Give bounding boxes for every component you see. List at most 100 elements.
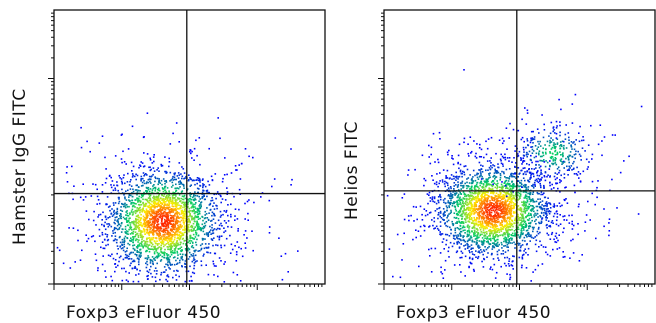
data-point: [152, 248, 155, 251]
data-point: [147, 220, 150, 222]
data-point: [513, 255, 515, 258]
data-point: [118, 256, 121, 259]
data-point: [447, 219, 450, 222]
data-point: [162, 271, 165, 273]
data-point: [513, 222, 515, 224]
data-point: [450, 202, 452, 204]
data-point: [165, 215, 167, 218]
data-point: [527, 214, 529, 217]
data-point: [577, 205, 580, 208]
data-point: [530, 175, 532, 177]
data-point: [480, 201, 483, 203]
data-point: [190, 240, 193, 242]
data-point: [212, 263, 215, 265]
data-point: [158, 230, 160, 232]
data-point: [146, 243, 148, 246]
data-point: [549, 176, 551, 178]
data-point: [465, 203, 467, 205]
data-point: [172, 208, 174, 210]
data-point: [469, 239, 471, 241]
data-point: [512, 194, 514, 197]
data-point: [492, 245, 495, 248]
data-point: [181, 212, 184, 215]
data-point: [492, 215, 494, 218]
data-point: [452, 175, 455, 178]
data-point: [453, 212, 456, 214]
data-point: [188, 179, 190, 181]
data-point: [170, 243, 172, 246]
data-point: [538, 226, 540, 229]
data-point: [481, 223, 484, 225]
data-point: [481, 202, 484, 204]
data-point: [118, 198, 120, 200]
data-point: [177, 172, 180, 174]
data-point: [486, 160, 489, 162]
data-point: [166, 213, 168, 215]
data-point: [524, 107, 526, 109]
data-point: [103, 238, 106, 241]
data-point: [529, 192, 532, 194]
data-point: [469, 237, 472, 239]
data-point: [169, 268, 171, 270]
data-point: [183, 194, 186, 197]
data-point: [175, 279, 178, 281]
data-point: [503, 195, 505, 197]
data-point: [522, 177, 525, 179]
data-point: [169, 263, 172, 265]
data-point: [459, 182, 462, 184]
data-point: [447, 187, 450, 189]
data-point: [158, 178, 160, 180]
data-point: [189, 149, 192, 151]
data-point: [166, 229, 169, 232]
data-point: [566, 169, 569, 171]
data-point: [194, 216, 196, 218]
data-point: [191, 210, 193, 212]
data-point: [176, 233, 178, 235]
data-point: [494, 226, 496, 229]
data-point: [520, 183, 523, 186]
data-point: [281, 278, 284, 281]
data-point: [466, 214, 468, 216]
data-point: [451, 178, 453, 180]
data-point: [533, 181, 536, 184]
data-point: [537, 232, 540, 235]
data-point: [173, 270, 175, 272]
data-point: [110, 275, 112, 278]
data-point: [469, 209, 472, 212]
data-point: [428, 156, 430, 158]
data-point: [176, 230, 179, 233]
data-point: [456, 227, 459, 229]
data-point: [124, 202, 126, 205]
data-point: [166, 203, 169, 206]
data-point: [124, 251, 127, 253]
data-point: [515, 228, 517, 231]
data-point: [468, 201, 471, 204]
data-point: [490, 218, 492, 220]
data-point: [200, 247, 203, 250]
data-point: [130, 222, 132, 224]
data-point: [491, 242, 494, 244]
data-point: [135, 234, 137, 236]
data-point: [463, 193, 466, 195]
data-point: [108, 223, 110, 225]
data-point: [174, 249, 176, 252]
data-point: [164, 236, 167, 239]
data-point: [174, 187, 176, 190]
data-point: [219, 210, 222, 213]
data-point: [481, 186, 484, 188]
data-point: [505, 241, 507, 243]
data-point: [190, 184, 192, 186]
data-point: [150, 214, 152, 217]
data-point: [153, 197, 155, 200]
data-point: [180, 232, 182, 234]
data-point: [149, 240, 151, 242]
data-point: [436, 227, 439, 230]
data-point: [528, 163, 530, 166]
data-point: [211, 197, 213, 199]
data-point: [215, 197, 217, 200]
data-point: [489, 176, 491, 179]
data-point: [132, 228, 135, 231]
data-point: [168, 194, 171, 197]
data-point: [175, 178, 177, 181]
data-point: [511, 223, 514, 226]
